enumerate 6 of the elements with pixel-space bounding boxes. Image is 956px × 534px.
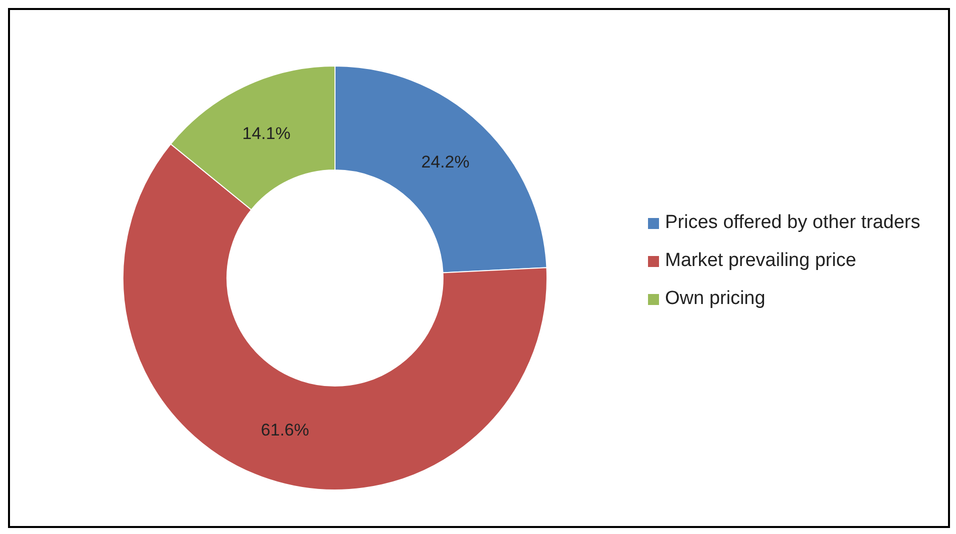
data-label: 61.6% xyxy=(260,420,310,440)
data-label: 24.2% xyxy=(421,152,470,172)
data-label: 14.1% xyxy=(242,124,290,143)
legend-label: Own pricing xyxy=(665,287,766,311)
legend-label: Prices offered by other traders xyxy=(665,211,920,235)
legend-label: Market prevailing price xyxy=(665,249,856,273)
